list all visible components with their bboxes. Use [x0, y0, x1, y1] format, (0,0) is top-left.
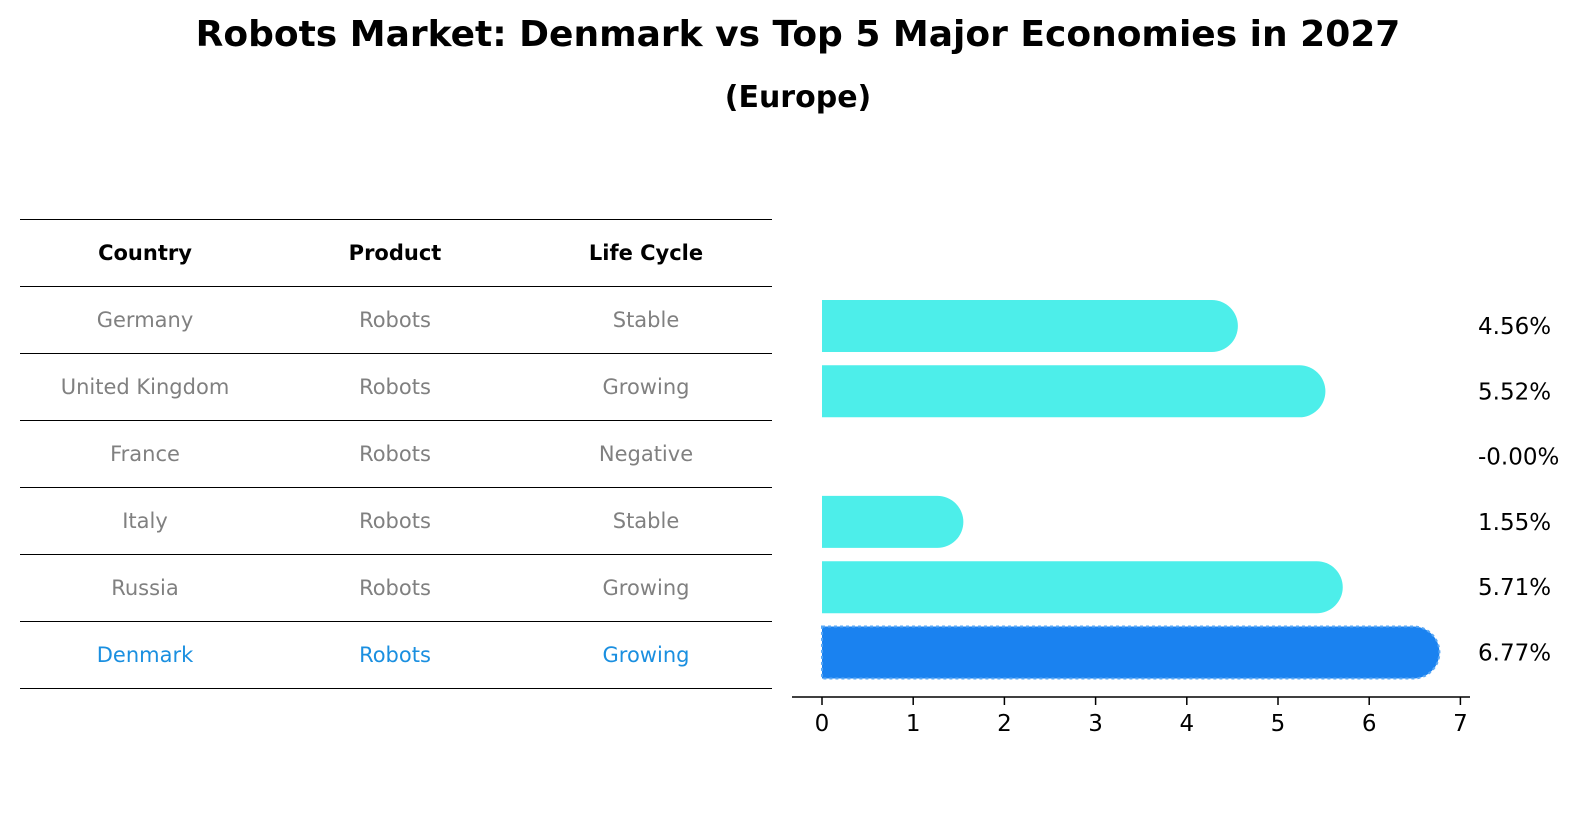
value-label: -0.00%: [1478, 445, 1559, 471]
product-cell: Robots: [359, 375, 431, 399]
life-cycle-cell: Growing: [602, 576, 690, 600]
value-label: 1.55%: [1478, 510, 1551, 536]
table-header-row: Country Product Life Cycle: [20, 219, 772, 286]
x-tick-label: 0: [815, 711, 830, 737]
country-cell: Denmark: [96, 643, 194, 667]
x-tick-label: 7: [1453, 711, 1468, 737]
table-row-highlighted: Denmark Robots Growing: [20, 621, 772, 689]
table-row: United Kingdom Robots Growing: [20, 353, 772, 420]
life-cycle-cell: Negative: [598, 442, 694, 466]
x-tick-label: 1: [906, 711, 921, 737]
chart-title: Robots Market: Denmark vs Top 5 Major Ec…: [195, 14, 1401, 55]
product-cell: Robots: [359, 308, 431, 332]
country-cell: Russia: [111, 576, 179, 600]
table-row: Russia Robots Growing: [20, 554, 772, 621]
bar: [822, 495, 964, 548]
country-cell: Italy: [122, 509, 168, 533]
bar-highlighted: [821, 625, 1441, 680]
header-product: Product: [348, 241, 442, 265]
chart-subtitle: (Europe): [724, 80, 872, 115]
value-label: 5.71%: [1478, 575, 1551, 601]
life-cycle-cell: Stable: [612, 509, 680, 533]
country-cell: France: [110, 442, 180, 466]
table-row: Italy Robots Stable: [20, 487, 772, 554]
x-tick-label: 3: [1088, 711, 1103, 737]
life-cycle-cell: Growing: [602, 643, 690, 667]
product-cell: Robots: [359, 442, 431, 466]
x-tick-label: 5: [1271, 711, 1286, 737]
header-life-cycle: Life Cycle: [588, 241, 704, 265]
product-cell: Robots: [359, 509, 431, 533]
value-label: 4.56%: [1478, 314, 1551, 340]
table-row: France Robots Negative: [20, 420, 772, 487]
country-cell: United Kingdom: [60, 375, 230, 399]
header-country: Country: [98, 241, 192, 265]
product-cell: Robots: [359, 576, 431, 600]
bar: [822, 365, 1326, 418]
table-row: Germany Robots Stable: [20, 286, 772, 353]
x-tick-label: 4: [1179, 711, 1194, 737]
value-label: 5.52%: [1478, 379, 1551, 405]
bar: [822, 561, 1343, 614]
x-tick-label: 2: [997, 711, 1012, 737]
value-label: 6.77%: [1478, 641, 1551, 667]
bar: [822, 300, 1238, 352]
life-cycle-cell: Growing: [602, 375, 690, 399]
product-cell: Robots: [359, 643, 431, 667]
comparison-table: Country Product Life Cycle Germany Robot…: [20, 219, 772, 689]
life-cycle-cell: Stable: [612, 308, 680, 332]
country-cell: Germany: [96, 308, 194, 332]
x-tick-label: 6: [1362, 711, 1377, 737]
